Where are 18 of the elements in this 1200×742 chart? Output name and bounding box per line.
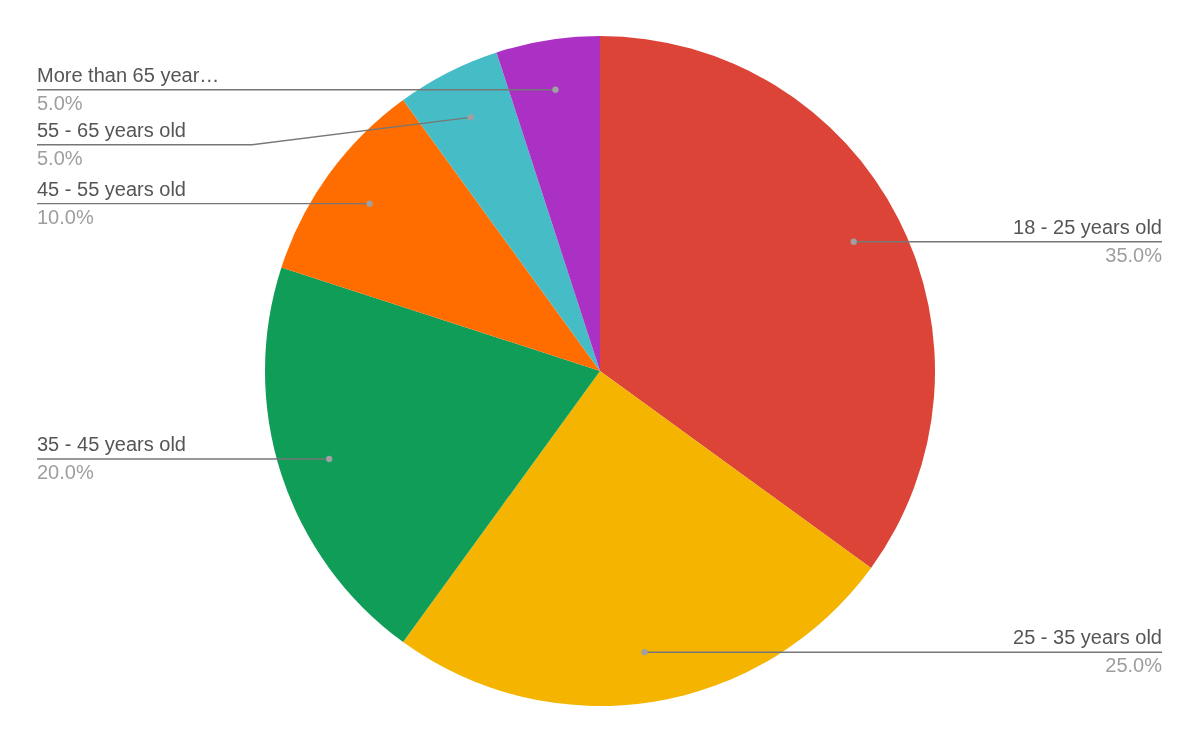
data-label: 35.0% <box>1105 243 1163 266</box>
slice-label: 45 - 55 years old <box>37 177 186 200</box>
pie-slice <box>403 371 872 706</box>
slice-label: 55 - 65 years old <box>37 118 186 141</box>
data-label: 5.0% <box>37 91 83 114</box>
slice-label: More than 65 year… <box>37 63 220 86</box>
pie-slice <box>403 52 600 371</box>
pie-slice <box>496 36 600 371</box>
slice-label: 35 - 45 years old <box>37 432 186 455</box>
data-label: 25.0% <box>1105 654 1163 677</box>
pie-slice <box>600 36 935 568</box>
slice-label: 18 - 25 years old <box>1013 215 1162 238</box>
pie-slice <box>281 99 600 371</box>
slice-label: 25 - 35 years old <box>1013 626 1162 649</box>
data-label: 20.0% <box>37 460 94 483</box>
data-label: 5.0% <box>37 146 83 169</box>
pie-slice <box>265 267 600 643</box>
data-label: 10.0% <box>37 205 94 228</box>
